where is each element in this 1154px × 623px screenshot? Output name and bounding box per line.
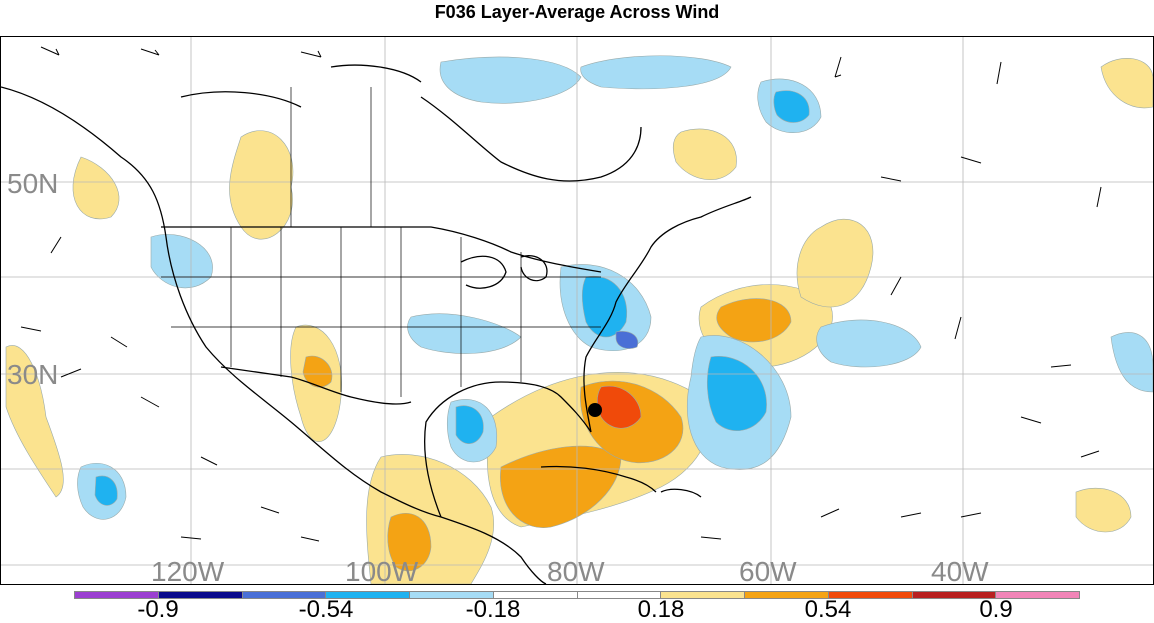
lat-label-50n: 50N <box>7 168 59 199</box>
strong-positive-anomaly-area <box>716 298 792 343</box>
colorbar-label-0.9: 0.9 <box>979 596 1013 623</box>
strong-negative-anomaly-area <box>581 275 628 338</box>
colorbar-label-n0.54: -0.54 <box>298 596 354 623</box>
hudson-bay-coast <box>420 96 642 182</box>
map-canvas <box>1 37 1153 584</box>
negative-anomaly-area <box>439 56 582 104</box>
colorbar-segment <box>75 592 158 598</box>
strong-negative-anomaly-area <box>773 90 810 123</box>
us-canada-border <box>161 226 602 273</box>
colorbar-label-n0.18: -0.18 <box>465 596 521 623</box>
strong-positive-anomaly-area <box>500 445 622 528</box>
strongest-negative-anomaly-area <box>615 331 639 349</box>
us-mexico-border <box>220 366 412 405</box>
strong-positive-anomaly-area <box>387 512 432 572</box>
anomaly-shading <box>5 55 1153 584</box>
colorbar-segment <box>660 592 744 598</box>
great-lakes <box>460 255 548 289</box>
lon-label-60w: 60W <box>739 556 797 585</box>
north-america-west-coast <box>1 86 442 518</box>
colorbar-segment <box>995 592 1079 598</box>
colorbar-segment <box>827 592 912 598</box>
colorbar <box>74 591 1080 599</box>
strong-negative-anomaly-area <box>94 475 118 506</box>
state-province-borders <box>161 87 601 397</box>
lon-label-40w: 40W <box>931 556 989 585</box>
colorbar-label-n0.9: -0.9 <box>137 596 179 623</box>
central-america-coast <box>440 516 547 584</box>
colorbar-segment <box>325 592 409 598</box>
colorbar-segment <box>576 592 661 598</box>
lon-label-80w: 80W <box>547 556 605 585</box>
positive-anomaly-area <box>796 218 874 308</box>
colorbar-segment <box>744 592 828 598</box>
strong-negative-anomaly-area <box>455 405 484 444</box>
lon-label-120w: 120W <box>151 556 225 585</box>
negative-anomaly-area <box>150 234 213 289</box>
colorbar-segment <box>409 592 493 598</box>
gulf-coast <box>424 381 592 518</box>
colorbar-segment <box>157 592 242 598</box>
colorbar-label-0.54: 0.54 <box>804 596 852 623</box>
positive-anomaly-area <box>1100 58 1153 109</box>
strong-positive-anomaly-area <box>302 355 333 388</box>
hispaniola <box>660 488 702 498</box>
map-title: F036 Layer-Average Across Wind <box>434 2 720 22</box>
weather-map: 50N 30N 120W 100W 80W 60W 40W <box>0 36 1154 585</box>
east-coast <box>583 196 752 433</box>
storm-center-marker <box>588 403 602 417</box>
negative-anomaly-area <box>407 313 522 354</box>
wind-barbs <box>20 46 1102 542</box>
strong-negative-anomaly-area <box>707 356 767 431</box>
positive-anomaly-area <box>229 130 294 240</box>
colorbar-segment <box>241 592 326 598</box>
very-strong-positive-anomaly-area <box>596 385 642 429</box>
negative-anomaly-area <box>580 55 732 90</box>
positive-anomaly-area <box>672 128 737 181</box>
lon-label-100w: 100W <box>345 556 419 585</box>
negative-anomaly-area <box>816 319 922 368</box>
colorbar-segment <box>911 592 996 598</box>
coastlines-and-borders <box>1 64 752 584</box>
colorbar-segment <box>492 592 577 598</box>
positive-anomaly-area <box>5 345 64 498</box>
canadian-archipelago <box>180 64 422 108</box>
positive-anomaly-area <box>72 156 120 220</box>
negative-anomaly-area <box>1110 332 1153 393</box>
positive-anomaly-area <box>1075 487 1132 533</box>
lat-label-30n: 30N <box>7 359 59 390</box>
graticule <box>1 37 1153 584</box>
colorbar-label-0.18: 0.18 <box>637 596 685 623</box>
cuba <box>540 465 657 493</box>
